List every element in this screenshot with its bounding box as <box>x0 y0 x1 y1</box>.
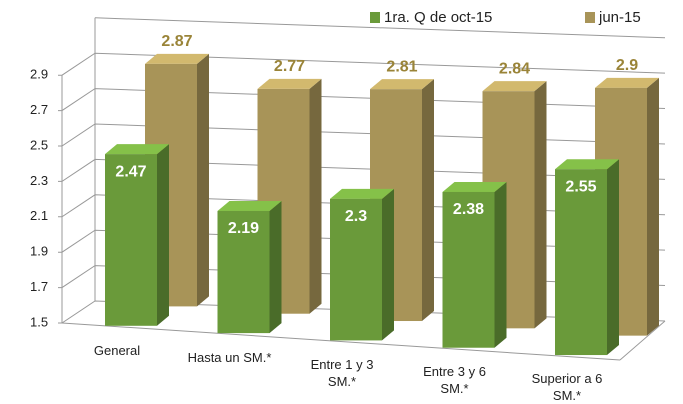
value-label: 2.55 <box>565 178 596 195</box>
bar <box>217 210 270 334</box>
y-tick-label: 1.7 <box>30 279 48 294</box>
value-label: 2.47 <box>115 163 146 180</box>
value-label: 2.84 <box>499 60 530 77</box>
bar-side <box>607 159 619 356</box>
bar-top <box>145 53 209 64</box>
y-tick-label: 1.9 <box>30 244 48 259</box>
x-tick-label: Entre 3 y 6 SM.* <box>423 364 486 396</box>
bar <box>105 154 157 326</box>
value-label: 2.77 <box>274 58 305 75</box>
y-tick-label: 2.3 <box>30 173 48 188</box>
y-tick-label: 1.5 <box>30 314 48 329</box>
bar-top <box>105 144 169 155</box>
bar <box>555 169 607 356</box>
bar-side <box>422 79 434 322</box>
grid-line <box>58 52 666 76</box>
value-label: 2.87 <box>161 33 192 50</box>
floor-front <box>61 322 621 361</box>
y-tick-label: 2.9 <box>30 67 48 82</box>
x-tick-label: Hasta un SM.* <box>187 350 272 365</box>
bar-top <box>442 181 507 192</box>
bar-side <box>269 200 282 334</box>
bar-top <box>595 77 659 88</box>
x-tick-label: Entre 1 y 3 SM.* <box>310 357 374 389</box>
value-label: 2.3 <box>345 208 367 225</box>
x-tick-label: Superior a 6 SM.* <box>531 371 603 403</box>
bar-top <box>217 200 282 211</box>
value-label: 2.81 <box>386 58 417 75</box>
bar <box>442 191 495 348</box>
bar <box>330 198 382 341</box>
bar-top <box>555 159 619 170</box>
bar-side <box>494 181 507 348</box>
bar-top <box>330 188 394 199</box>
value-label: 2.19 <box>228 220 259 237</box>
bar-side <box>309 78 322 314</box>
bar-top <box>370 79 434 90</box>
y-tick-label: 2.5 <box>30 137 48 152</box>
bar-side <box>197 53 209 307</box>
bar-top <box>482 81 547 92</box>
bar-top <box>257 78 322 89</box>
top-grid <box>94 17 666 39</box>
bar-side <box>534 81 547 329</box>
bar-side <box>647 77 659 336</box>
bar-side <box>157 144 169 326</box>
legend-label: jun-15 <box>598 9 641 26</box>
y-tick-label: 2.1 <box>30 208 48 223</box>
bar-side <box>382 188 394 341</box>
legend-swatch <box>370 12 380 23</box>
y-tick-label: 2.7 <box>30 102 48 117</box>
legend-label: 1ra. Q de oct-15 <box>384 9 492 26</box>
x-tick-label: General <box>93 343 141 358</box>
legend-swatch <box>585 12 595 23</box>
floor-right <box>619 320 666 361</box>
value-label: 2.38 <box>453 201 484 218</box>
value-label: 2.9 <box>616 57 638 74</box>
